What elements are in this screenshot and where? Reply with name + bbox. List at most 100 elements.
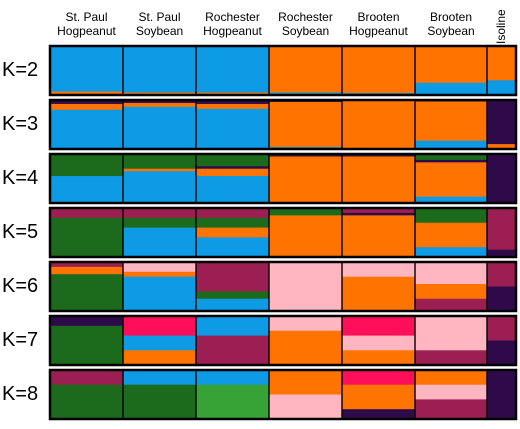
ancestry-segment xyxy=(196,154,269,167)
population-label: St. Paul Hogpeanut xyxy=(50,10,123,38)
ancestry-segment xyxy=(342,384,415,410)
ancestry-segment xyxy=(342,370,415,386)
ancestry-segment xyxy=(123,168,196,172)
ancestry-segment xyxy=(50,266,123,275)
ancestry-segment xyxy=(342,409,415,420)
ancestry-segment xyxy=(487,340,516,366)
ancestry-segment xyxy=(415,222,487,248)
k-row-border xyxy=(48,98,518,151)
ancestry-segment xyxy=(123,100,196,104)
population-label-line2: Soybean xyxy=(135,24,184,38)
ancestry-segment xyxy=(487,370,516,420)
population-label-line1: Rochester xyxy=(205,10,260,24)
ancestry-segment xyxy=(196,217,269,229)
ancestry-segment xyxy=(415,247,487,258)
ancestry-segment xyxy=(196,166,269,170)
ancestry-segment xyxy=(415,208,487,224)
ancestry-segment xyxy=(123,271,196,278)
ancestry-segment xyxy=(123,102,196,108)
ancestry-segment xyxy=(196,227,269,238)
ancestry-segment xyxy=(50,103,123,111)
population-label-line2: Hogpeanut xyxy=(57,24,116,38)
population-label: Brooten Hogpeanut xyxy=(342,10,415,38)
ancestry-segment xyxy=(196,237,269,258)
k-label: K=7 xyxy=(2,328,39,351)
ancestry-segment xyxy=(50,176,123,204)
ancestry-segment xyxy=(415,262,487,285)
ancestry-segment xyxy=(342,316,415,337)
ancestry-segment xyxy=(342,215,415,258)
ancestry-segment xyxy=(123,154,196,170)
ancestry-segment xyxy=(196,262,269,292)
ancestry-segment xyxy=(342,350,415,366)
ancestry-segment xyxy=(196,291,269,300)
ancestry-segment xyxy=(50,262,123,268)
ancestry-segment xyxy=(50,91,123,96)
ancestry-segment xyxy=(50,154,123,177)
ancestry-segment xyxy=(415,384,487,400)
ancestry-segment xyxy=(415,284,487,300)
ancestry-segment xyxy=(269,156,342,203)
ancestry-segment xyxy=(269,208,342,216)
k-label: K=6 xyxy=(2,274,39,297)
ancestry-segment xyxy=(50,325,123,366)
ancestry-segment xyxy=(50,208,123,219)
ancestry-segment xyxy=(196,108,269,150)
ancestry-segment xyxy=(269,154,342,157)
k-row-border xyxy=(48,314,518,367)
ancestry-segment xyxy=(196,384,269,420)
population-label: Rochester Hogpeanut xyxy=(196,10,269,38)
population-label-line1: Brooten xyxy=(357,10,400,24)
population-label-line2: Hogpeanut xyxy=(349,24,408,38)
ancestry-segment xyxy=(196,335,269,366)
ancestry-segment xyxy=(487,100,516,145)
population-label-line1: Rochester xyxy=(278,10,333,24)
ancestry-segment xyxy=(123,227,196,258)
ancestry-segment xyxy=(415,370,487,386)
ancestry-segment xyxy=(123,350,196,366)
ancestry-segment xyxy=(50,274,123,312)
ancestry-segment xyxy=(196,176,269,204)
population-label-line2: Soybean xyxy=(281,24,330,38)
ancestry-segment xyxy=(196,298,269,312)
ancestry-segment xyxy=(487,46,516,81)
ancestry-segment xyxy=(415,316,487,351)
ancestry-segment xyxy=(196,100,269,105)
ancestry-segment xyxy=(487,80,516,96)
k-row-border xyxy=(48,206,518,259)
ancestry-segment xyxy=(123,316,196,337)
ancestry-segment xyxy=(415,350,487,366)
ancestry-segment xyxy=(487,154,516,204)
population-label-line1: Brooten xyxy=(429,10,473,24)
ancestry-segment xyxy=(487,316,516,341)
ancestry-segment xyxy=(487,249,516,258)
population-label-line1: St. Paul xyxy=(65,10,108,24)
ancestry-segment xyxy=(123,217,196,229)
ancestry-segment xyxy=(342,276,415,312)
ancestry-segment xyxy=(269,46,342,94)
ancestry-segment xyxy=(50,370,123,386)
ancestry-segment xyxy=(487,262,516,287)
ancestry-segment xyxy=(487,286,516,312)
ancestry-segment xyxy=(487,208,516,251)
ancestry-segment xyxy=(196,316,269,337)
ancestry-segment xyxy=(196,168,269,177)
k-label: K=3 xyxy=(2,112,39,135)
ancestry-segment xyxy=(342,212,415,216)
ancestry-segment xyxy=(415,101,487,142)
ancestry-segment xyxy=(342,262,415,278)
k-label: K=8 xyxy=(2,382,39,405)
ancestry-segment xyxy=(342,154,415,157)
ancestry-segment xyxy=(196,46,269,94)
ancestry-segment xyxy=(342,208,415,214)
ancestry-segment xyxy=(123,370,196,386)
ancestry-segment xyxy=(269,330,342,366)
ancestry-segment xyxy=(123,171,196,204)
ancestry-segment xyxy=(415,140,487,150)
ancestry-segment xyxy=(269,215,342,258)
ancestry-segment xyxy=(123,384,196,420)
population-label: Brooten Soybean xyxy=(415,10,487,38)
ancestry-segment xyxy=(196,103,269,110)
ancestry-segment xyxy=(123,276,196,312)
